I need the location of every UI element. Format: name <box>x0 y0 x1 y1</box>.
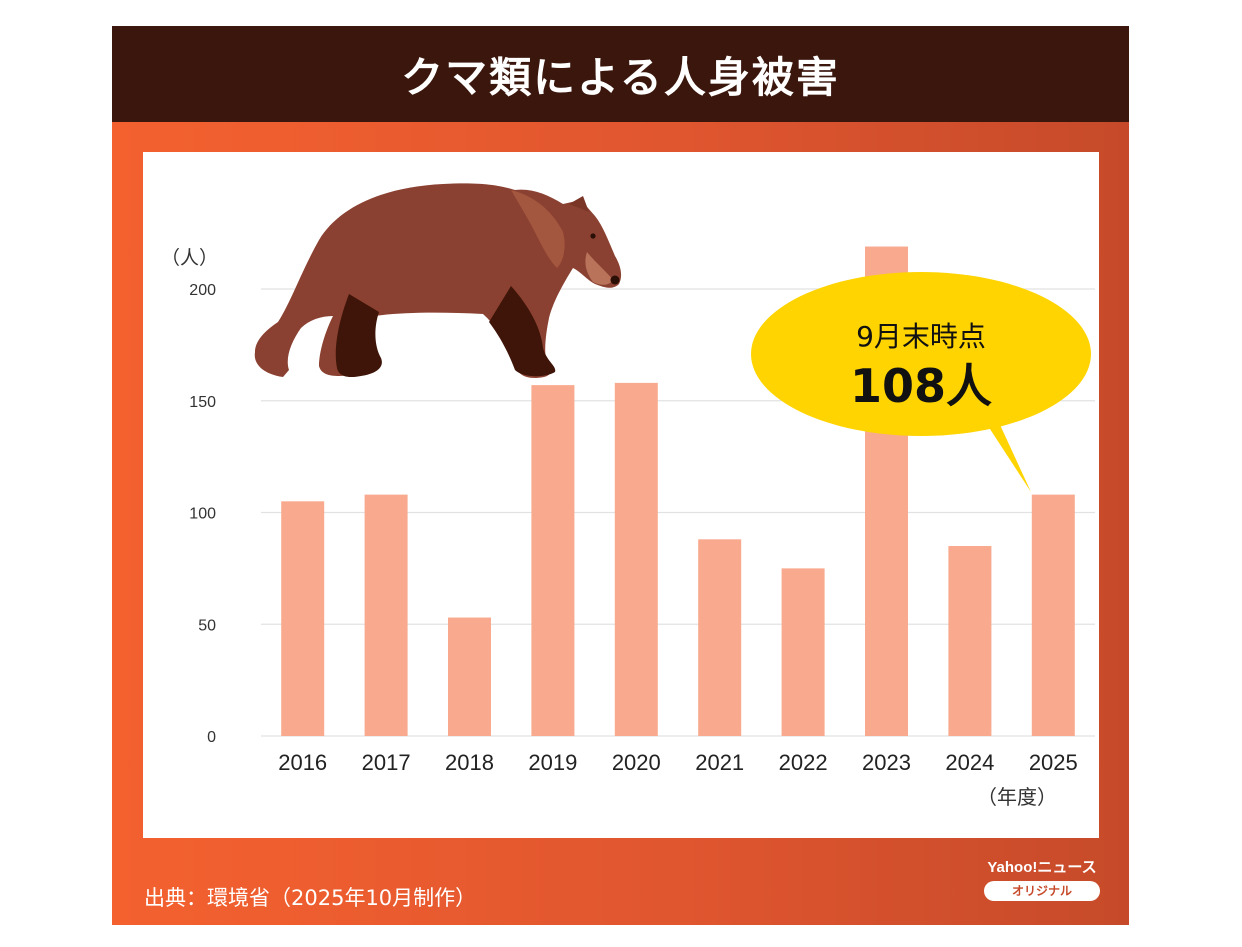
x-tick-label-2017: 2017 <box>362 750 411 775</box>
callout-line2: 108人 <box>850 359 992 413</box>
x-axis-unit-label: （年度） <box>977 785 1057 809</box>
x-tick-label-2019: 2019 <box>528 750 577 775</box>
source-credit: 出典：環境省（2025年10月制作） <box>144 886 477 910</box>
y-tick-label: 0 <box>207 729 216 746</box>
x-tick-label-2021: 2021 <box>695 750 744 775</box>
bar-2021 <box>698 539 742 736</box>
bar-2019 <box>531 385 575 736</box>
callout-line1: 9月末時点 <box>856 320 986 353</box>
callout-bubble: 9月末時点 108人 <box>751 272 1091 492</box>
bar-chart: 0 50 100 150 200 （人） 2016 2017 2018 2019 2020 202… <box>161 183 1095 809</box>
y-axis-unit-label: （人） <box>161 247 218 269</box>
bar-2022 <box>781 568 825 736</box>
infographic-card: クマ類による人身被害 0 50 100 150 200 （人） 2016 2017 2018… <box>112 26 1129 925</box>
bar-2016 <box>281 501 325 736</box>
bar-2018 <box>448 617 491 736</box>
bar-2020 <box>614 382 658 736</box>
bar-2024 <box>948 546 992 736</box>
x-tick-label-2023: 2023 <box>862 750 911 775</box>
y-tick-label: 100 <box>189 506 216 523</box>
header-bar: クマ類による人身被害 <box>112 26 1129 122</box>
x-tick-labels: 2016 2017 2018 2019 2020 2021 2022 2023 2024 2025 <box>278 750 1078 775</box>
bear-illustration-icon <box>254 183 622 378</box>
brand-name: Yahoo!ニュース <box>987 859 1097 876</box>
x-tick-label-2016: 2016 <box>278 750 327 775</box>
y-tick-label: 200 <box>189 282 216 299</box>
chart-title: クマ類による人身被害 <box>401 52 840 102</box>
y-tick-label: 150 <box>189 394 216 411</box>
y-tick-labels: 0 50 100 150 200 <box>189 282 216 746</box>
x-tick-label-2018: 2018 <box>445 750 494 775</box>
chart-panel: 0 50 100 150 200 （人） 2016 2017 2018 2019 2020 202… <box>143 152 1099 838</box>
y-tick-label: 50 <box>198 617 216 634</box>
x-tick-label-2025: 2025 <box>1029 750 1078 775</box>
x-tick-label-2020: 2020 <box>612 750 661 775</box>
bar-2025 <box>1031 494 1075 736</box>
x-tick-label-2022: 2022 <box>779 750 828 775</box>
bar-2017 <box>364 494 408 736</box>
x-tick-label-2024: 2024 <box>945 750 994 775</box>
brand-logo: Yahoo!ニュース オリジナル <box>980 856 1104 901</box>
brand-badge: オリジナル <box>984 881 1100 901</box>
